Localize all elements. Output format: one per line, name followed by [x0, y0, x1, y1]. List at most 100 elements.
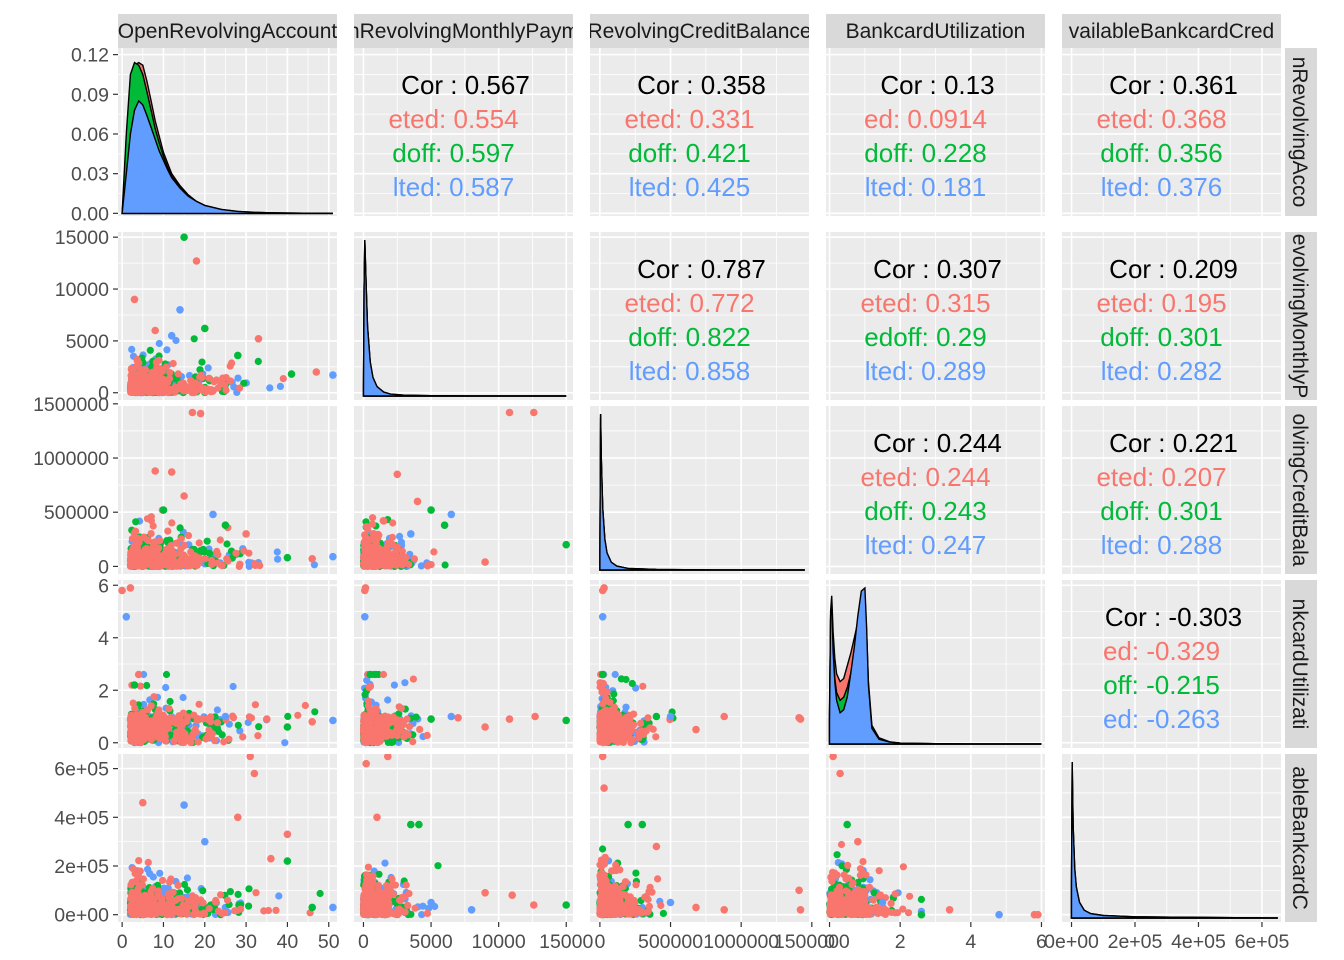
scatter-point [234, 374, 242, 382]
scatter-panel-2-1 [359, 408, 570, 571]
scatter-point [168, 519, 176, 527]
panel-grid-lines [118, 406, 337, 574]
scatter-point [242, 530, 250, 538]
scatter-point [126, 716, 134, 724]
panel-background [1062, 406, 1281, 574]
scatter-panel-3-1 [359, 584, 570, 747]
scatter-point [164, 527, 172, 535]
scatter-point [155, 356, 163, 364]
scatter-point [158, 731, 166, 739]
scatter-point [142, 375, 150, 383]
scatter-point [173, 539, 181, 547]
scatter-point [208, 556, 216, 564]
panel-2-3 [826, 406, 1045, 574]
scatter-point [189, 731, 197, 739]
scatter-point [179, 559, 188, 567]
scatter-point [362, 716, 370, 724]
scatter-point [251, 701, 259, 709]
scatter-point [143, 545, 151, 553]
scatter-point [410, 555, 418, 563]
scatter-point [187, 382, 195, 390]
scatter-point [284, 712, 292, 721]
scatter-point [267, 854, 275, 863]
scatter-point [165, 714, 173, 723]
scatter-point [600, 584, 608, 592]
correlation-overall: Cor : 0.567 [401, 70, 530, 100]
scatter-point [441, 561, 449, 569]
scatter-point [273, 548, 281, 556]
scatter-point [599, 679, 608, 688]
panel-grid-lines [826, 48, 1045, 216]
scatter-point [274, 555, 282, 563]
panel-0-2 [590, 48, 809, 216]
scatter-point [240, 379, 248, 387]
panel-2-2 [590, 406, 809, 574]
correlation-group-2: lted: 0.858 [629, 356, 750, 386]
scatter-panel-1-0 [126, 233, 337, 397]
scatter-panel-2-0 [126, 408, 337, 571]
scatter-point [174, 881, 182, 890]
scatter-point [222, 386, 230, 394]
scatter-point [136, 377, 144, 385]
scatter-point [246, 754, 254, 761]
correlation-group-0: eted: 0.315 [860, 288, 990, 318]
panel-background [354, 48, 573, 216]
correlation-group-1: edoff: 0.29 [864, 322, 986, 352]
scatter-point [635, 728, 643, 737]
correlation-group-0: eted: 0.244 [860, 462, 990, 492]
scatter-point [144, 865, 152, 873]
scatter-point [531, 712, 539, 721]
panel-background [1062, 48, 1281, 216]
correlation-group-1: doff: 0.301 [1100, 322, 1222, 352]
scatter-point [366, 737, 374, 745]
scatter-point [177, 550, 185, 558]
correlation-overall: Cor : 0.307 [873, 254, 1002, 284]
correlation-group-0: ed: -0.329 [1103, 636, 1220, 666]
panel-0-4 [1062, 48, 1281, 216]
scatter-point [170, 737, 178, 746]
scatter-point [234, 813, 242, 822]
scatter-point [134, 872, 142, 880]
scatter-point [377, 720, 385, 728]
density-curve-group-2 [362, 239, 567, 397]
correlation-group-1: doff: 0.822 [628, 322, 750, 352]
correlation-group-2: lted: 0.282 [1101, 356, 1222, 386]
scatter-point [610, 690, 618, 698]
scatter-point [147, 904, 155, 912]
scatter-point [263, 715, 271, 723]
density-panel-2 [599, 413, 805, 571]
scatter-point [212, 896, 220, 905]
scatter-point [147, 530, 155, 538]
scatter-point [128, 893, 136, 902]
scatter-point [440, 521, 449, 529]
scatter-point [417, 562, 425, 570]
density-panel-0 [121, 61, 333, 215]
scatter-point [245, 885, 253, 893]
scatter-point [149, 873, 157, 881]
scatter-point [159, 901, 167, 909]
scatter-point [166, 697, 174, 706]
scatter-point [199, 887, 207, 895]
scatter-point [154, 887, 163, 895]
scatter-point [138, 881, 146, 889]
scatter-point [184, 532, 193, 540]
scatter-point [614, 738, 622, 746]
scatter-point [366, 682, 375, 690]
correlation-group-1: doff: 0.228 [864, 138, 986, 168]
scatter-point [234, 890, 242, 899]
scatter-point [141, 731, 149, 740]
correlation-group-1: doff: 0.597 [392, 138, 514, 168]
scatter-point [454, 714, 462, 722]
scatter-point [177, 535, 185, 543]
scatter-point [209, 510, 217, 519]
scatter-point [388, 533, 396, 542]
scatter-point [226, 888, 234, 896]
scatter-point [505, 715, 514, 723]
scatter-point [163, 346, 171, 354]
scatter-point [152, 731, 160, 740]
